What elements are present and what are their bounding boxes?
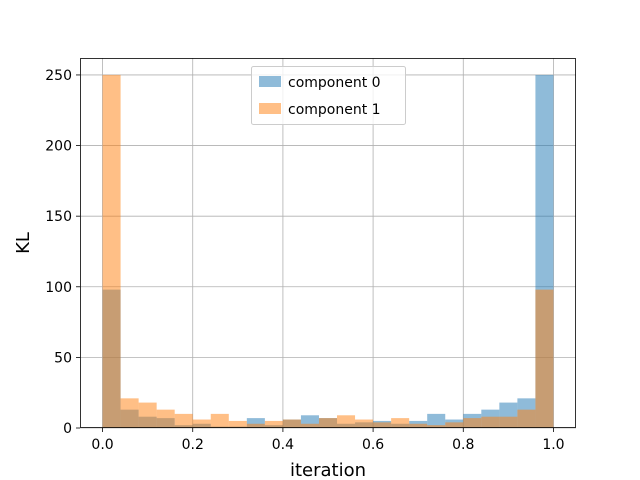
x-tick-label: 0.8 [452, 437, 474, 453]
legend-swatch-0 [259, 76, 281, 87]
bar-series-1-bin-5 [192, 419, 211, 428]
bar-series-1-bin-14 [355, 419, 374, 428]
bar-series-1-bin-15 [373, 422, 392, 428]
x-tick-label: 0.2 [182, 437, 204, 453]
legend-box [251, 66, 406, 125]
x-tick-label: 1.0 [542, 437, 564, 453]
bar-series-1-bin-0 [102, 74, 121, 428]
bar-series-1-bin-9 [264, 420, 283, 428]
x-tick-label: 0.0 [91, 437, 113, 453]
bar-series-1-bin-11 [300, 423, 319, 428]
y-axis-ticks: 0 50 100 150 200 250 [45, 68, 80, 437]
bar-series-1-bin-19 [445, 422, 464, 428]
y-axis-label: KL [13, 232, 34, 254]
y-tick-label: 100 [45, 280, 72, 296]
legend-label-1: component 1 [288, 102, 381, 118]
y-tick-label: 0 [63, 421, 72, 437]
bar-series-0-bin-8 [246, 418, 265, 428]
bar-series-1-bin-6 [210, 413, 229, 428]
bar-series-1-bin-2 [138, 402, 157, 428]
x-axis-label: iteration [290, 460, 366, 480]
bar-series-1-bin-16 [391, 418, 410, 428]
bar-series-1-bin-23 [517, 409, 536, 428]
bar-series-1-bin-20 [463, 418, 482, 428]
bar-series-1-bin-21 [481, 416, 500, 428]
bar-series-1-bin-10 [282, 419, 301, 428]
legend-label-0: component 0 [288, 75, 381, 91]
bar-series-1-bin-18 [427, 425, 446, 428]
bar-series-0-bin-18 [427, 413, 446, 428]
bar-series-1-bin-22 [499, 416, 518, 428]
bar-series-1-bin-4 [174, 413, 193, 428]
y-tick-label: 50 [54, 350, 72, 366]
x-tick-label: 0.6 [362, 437, 384, 453]
bar-series-1-bin-17 [409, 423, 428, 428]
bar-series-1-bin-8 [246, 423, 265, 428]
plot-frame [80, 58, 576, 428]
x-axis-ticks: 0.0 0.2 0.4 0.6 0.8 1.0 [91, 428, 565, 453]
y-tick-label: 250 [45, 68, 72, 84]
bar-series-1-bin-1 [120, 398, 139, 428]
bar-series-1-bin-3 [156, 409, 175, 428]
legend: component 0 component 1 [251, 66, 406, 125]
bar-series-1-bin-12 [318, 418, 338, 428]
y-tick-label: 150 [45, 209, 72, 225]
y-tick-label: 200 [45, 139, 72, 155]
bar-series-1-bin-7 [228, 420, 247, 428]
legend-swatch-1 [259, 103, 281, 114]
bar-series-1-bin-24 [535, 289, 554, 428]
bar-series-1-bin-13 [337, 415, 356, 428]
x-tick-label: 0.4 [272, 437, 294, 453]
